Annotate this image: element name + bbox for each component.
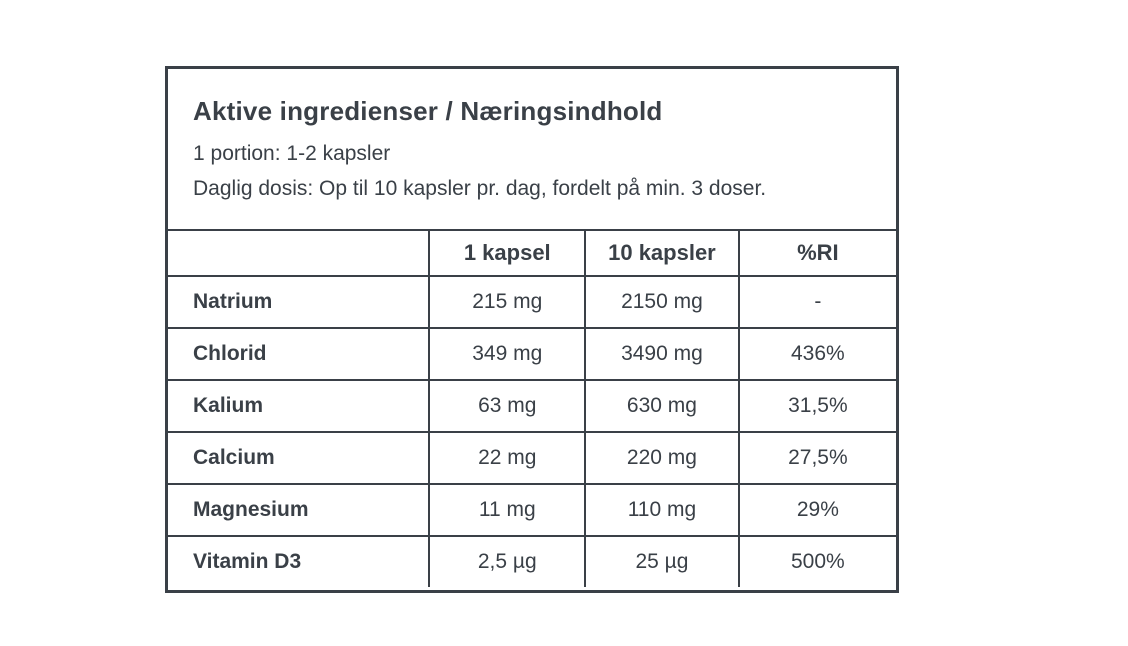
value-10-kapsler: 25 µg xyxy=(584,535,740,587)
value-10-kapsler: 2150 mg xyxy=(584,275,740,329)
header-ingredient xyxy=(168,231,431,277)
value-percent-ri: 436% xyxy=(737,327,896,381)
nutrition-label-box: Aktive ingredienser / Næringsindhold 1 p… xyxy=(165,66,899,593)
table-header-row: 1 kapsel 10 kapsler %RI xyxy=(168,231,896,277)
value-percent-ri: 27,5% xyxy=(737,431,896,485)
table-row: Kalium 63 mg 630 mg 31,5% xyxy=(168,379,896,433)
value-1-kapsel: 2,5 µg xyxy=(428,535,587,587)
ingredient-name: Magnesium xyxy=(168,483,431,537)
value-10-kapsler: 630 mg xyxy=(584,379,740,433)
value-1-kapsel: 63 mg xyxy=(428,379,587,433)
table-row: Natrium 215 mg 2150 mg - xyxy=(168,275,896,329)
table-row: Calcium 22 mg 220 mg 27,5% xyxy=(168,431,896,485)
table-row: Vitamin D3 2,5 µg 25 µg 500% xyxy=(168,535,896,587)
table-row: Magnesium 11 mg 110 mg 29% xyxy=(168,483,896,537)
portion-line: 1 portion: 1-2 kapsler xyxy=(193,142,391,165)
value-1-kapsel: 11 mg xyxy=(428,483,587,537)
ingredient-name: Calcium xyxy=(168,431,431,485)
value-1-kapsel: 215 mg xyxy=(428,275,587,329)
ingredient-name: Chlorid xyxy=(168,327,431,381)
label-header: Aktive ingredienser / Næringsindhold 1 p… xyxy=(168,69,896,231)
nutrition-table: 1 kapsel 10 kapsler %RI Natrium 215 mg 2… xyxy=(168,231,896,587)
label-title: Aktive ingredienser / Næringsindhold xyxy=(193,96,663,126)
dosage-line: Daglig dosis: Op til 10 kapsler pr. dag,… xyxy=(193,177,767,200)
value-percent-ri: 29% xyxy=(737,483,896,537)
value-percent-ri: 500% xyxy=(737,535,896,587)
value-10-kapsler: 110 mg xyxy=(584,483,740,537)
value-percent-ri: - xyxy=(737,275,896,329)
value-1-kapsel: 349 mg xyxy=(428,327,587,381)
value-10-kapsler: 3490 mg xyxy=(584,327,740,381)
table-row: Chlorid 349 mg 3490 mg 436% xyxy=(168,327,896,381)
header-10-kapsler: 10 kapsler xyxy=(584,231,740,277)
value-10-kapsler: 220 mg xyxy=(584,431,740,485)
header-percent-ri: %RI xyxy=(737,231,896,277)
ingredient-name: Kalium xyxy=(168,379,431,433)
header-1-kapsel: 1 kapsel xyxy=(428,231,587,277)
value-percent-ri: 31,5% xyxy=(737,379,896,433)
ingredient-name: Natrium xyxy=(168,275,431,329)
value-1-kapsel: 22 mg xyxy=(428,431,587,485)
ingredient-name: Vitamin D3 xyxy=(168,535,431,587)
